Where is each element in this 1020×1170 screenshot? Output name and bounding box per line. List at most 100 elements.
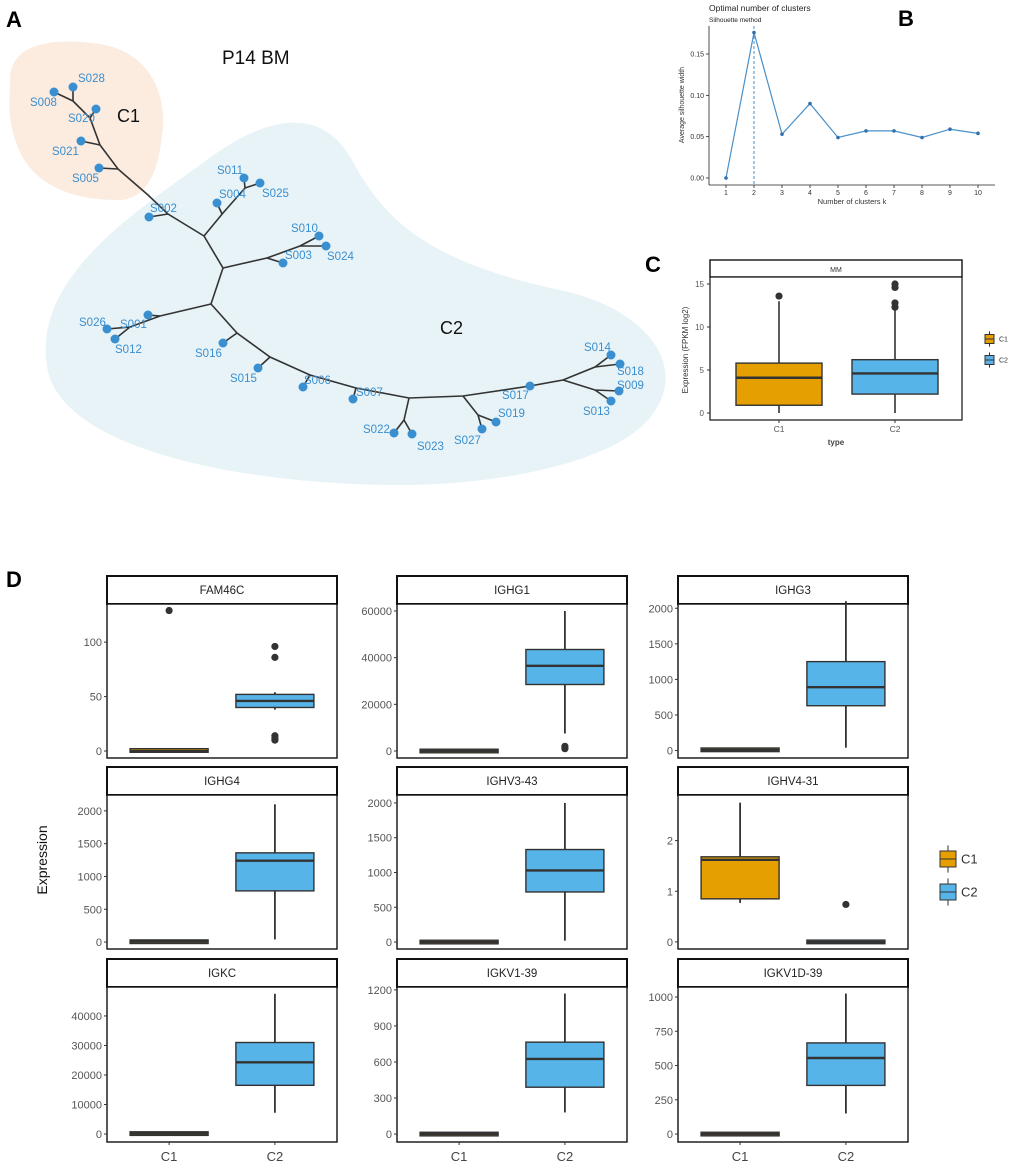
outlier-point — [271, 642, 279, 651]
panel-a-tree: P14 BM C1 C2 S008 S028 S020 S021 S005 S002 S011 S0… — [9, 41, 666, 485]
facet-strip — [677, 766, 909, 796]
x-tick-label: C2 — [557, 1149, 574, 1164]
box-C2 — [806, 660, 886, 707]
facet-IGHG1: IGHG1 0 20000 40000 60000 — [361, 575, 628, 759]
tree-leaf-label: S012 — [115, 344, 142, 356]
facet-strip-label: IGHG3 — [775, 585, 811, 597]
data-point — [892, 129, 896, 133]
y-tick-label: 900 — [374, 1021, 392, 1033]
tree-leaf-label: S020 — [68, 113, 95, 125]
tree-leaf-node — [68, 82, 78, 92]
y-tick-label: 0.15 — [690, 51, 704, 58]
tree-leaf-node — [525, 381, 535, 391]
y-tick-label: 2000 — [78, 806, 102, 818]
panel-c-boxplot: MM 0 5 10 15 C1 C2 type Expression (FPKM log2) C1… — [681, 259, 1008, 447]
data-point — [808, 101, 812, 106]
cluster-label-c1: C1 — [117, 106, 140, 126]
box-C2 — [851, 358, 939, 395]
y-tick-label: 10 — [695, 323, 704, 332]
tree-leaf-label: S018 — [617, 366, 644, 378]
outlier-point — [842, 900, 850, 909]
tree-leaf-node — [143, 310, 153, 320]
y-tick-label: 0 — [667, 937, 673, 949]
y-tick-label: 20000 — [361, 699, 392, 711]
tree-leaf-label: S027 — [454, 435, 481, 447]
y-tick-label: 60000 — [361, 606, 392, 618]
y-tick-label: 40000 — [361, 653, 392, 665]
tree-leaf-label: S026 — [79, 317, 106, 329]
x-tick-label: C1 — [161, 1149, 178, 1164]
tree-leaf-label: S005 — [72, 173, 99, 185]
y-tick-label: 0 — [667, 746, 673, 758]
plot-area — [106, 603, 338, 759]
y-axis-label: Average silhouette width — [679, 67, 686, 143]
y-tick-label: 10000 — [71, 1100, 102, 1112]
panel-label-c: C — [645, 252, 661, 277]
cluster-c2-hull — [45, 122, 666, 485]
y-tick-label: 0 — [667, 1129, 673, 1141]
outlier-point — [891, 299, 899, 307]
tree-leaf-label: S013 — [583, 406, 610, 418]
y-tick-label: 1500 — [649, 639, 673, 651]
y-tick-label: 1500 — [368, 833, 392, 845]
y-tick-label: 1000 — [649, 674, 673, 686]
tree-leaf-label: S006 — [304, 375, 331, 387]
legend-label: C1 — [999, 336, 1008, 343]
facet-strip — [106, 958, 338, 988]
y-tick-label: 0 — [386, 746, 392, 758]
legend-label: C1 — [961, 852, 978, 867]
y-tick-label: 1 — [667, 886, 673, 898]
facet-strip-label: IGKV1D-39 — [764, 968, 823, 980]
tree-leaf-node — [606, 350, 616, 360]
facet-IGKC: IGKC 0 10000 20000 30000 40000 C1 C2 — [71, 958, 338, 1164]
y-axis-label: Expression (FPKM log2) — [681, 306, 690, 393]
facet-IGHG3: IGHG3 0 500 1000 1500 2000 — [649, 575, 909, 759]
tree-leaf-node — [102, 324, 112, 334]
facet-IGHG4: IGHG4 0 500 1000 1500 2000 — [78, 766, 338, 950]
tree-leaf-label: S011 — [217, 165, 243, 177]
tree-leaf-node — [255, 178, 265, 188]
y-tick-label: 0 — [700, 409, 705, 418]
y-tick-label: 40000 — [71, 1011, 102, 1023]
data-point — [976, 131, 980, 136]
tree-leaf-node — [298, 382, 308, 392]
tree-branch — [106, 303, 212, 330]
outlier-point — [775, 292, 783, 300]
y-tick-label: 0 — [96, 937, 102, 949]
y-tick-label: 1000 — [78, 871, 102, 883]
y-tick-label: 100 — [84, 637, 102, 649]
tree-leaf-node — [253, 363, 263, 373]
y-tick-label: 250 — [655, 1095, 673, 1107]
y-tick-label: 600 — [374, 1057, 392, 1069]
box-C2 — [806, 1042, 886, 1087]
x-tick-label: C2 — [267, 1149, 284, 1164]
facet-strip-label: MM — [830, 267, 842, 274]
y-tick-label: 50 — [90, 692, 102, 704]
data-point — [724, 176, 728, 180]
tree-leaf-label: S003 — [285, 250, 312, 262]
y-tick-label: 500 — [84, 904, 102, 916]
box-C1 — [735, 362, 823, 406]
y-tick-label: 0 — [386, 1129, 392, 1141]
tree-leaf-node — [348, 394, 358, 404]
x-tick-label: 2 — [752, 190, 756, 197]
outlier-point — [165, 606, 173, 615]
tree-leaf-node — [321, 241, 331, 251]
y-tick-label: 0.05 — [690, 134, 704, 141]
tree-leaf-node — [606, 396, 616, 406]
tree-leaf-label: S016 — [195, 348, 222, 360]
series-line — [725, 32, 979, 179]
tree-leaf-node — [615, 359, 625, 369]
x-tick-label: 5 — [836, 190, 840, 197]
facet-strip — [106, 575, 338, 605]
tree-branch — [222, 235, 320, 269]
y-tick-label: 1000 — [649, 992, 673, 1004]
tree-branch — [203, 177, 246, 237]
tree-leaf-label: S028 — [78, 73, 105, 85]
tree-leaf-node — [91, 104, 101, 114]
x-tick-label: C1 — [732, 1149, 749, 1164]
y-tick-label: 500 — [655, 710, 673, 722]
tree-leaf-label: S004 — [219, 189, 246, 201]
tree-leaf-label: S008 — [30, 97, 57, 109]
